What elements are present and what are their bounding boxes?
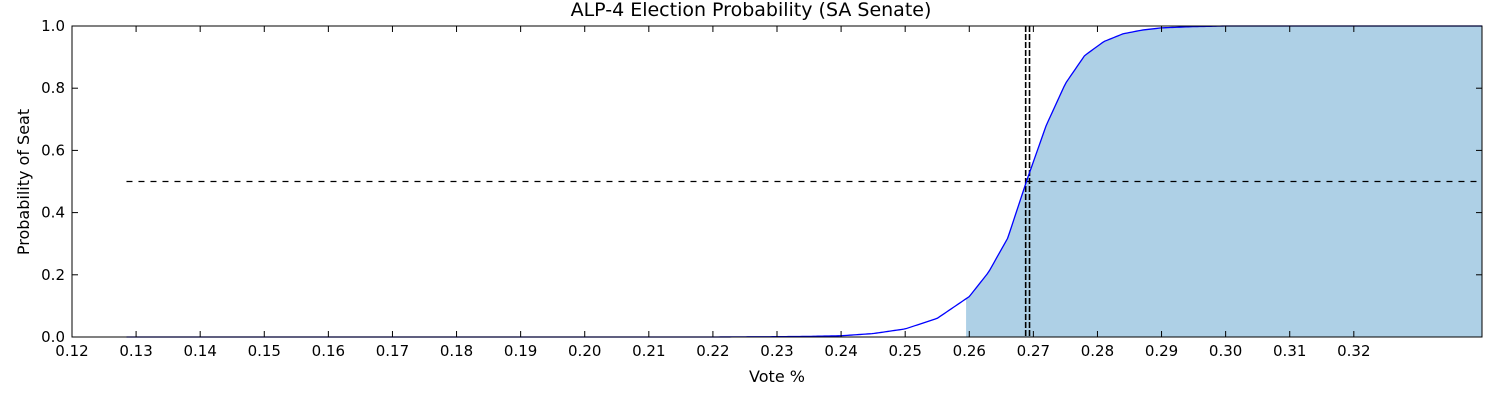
y-tick-label: 1.0 — [41, 17, 65, 35]
y-tick-label: 0.4 — [41, 204, 65, 222]
x-tick-label: 0.17 — [376, 342, 409, 360]
x-tick-label: 0.13 — [119, 342, 152, 360]
x-tick-label: 0.26 — [953, 342, 986, 360]
x-axis-label: Vote % — [749, 367, 805, 386]
x-tick-label: 0.25 — [888, 342, 921, 360]
y-tick-label: 0.6 — [41, 141, 65, 159]
x-tick-label: 0.16 — [312, 342, 345, 360]
y-tick-label: 0.2 — [41, 266, 65, 284]
chart-title: ALP-4 Election Probability (SA Senate) — [571, 0, 932, 21]
x-tick-label: 0.14 — [183, 342, 216, 360]
x-tick-label: 0.12 — [55, 342, 88, 360]
x-tick-label: 0.31 — [1273, 342, 1306, 360]
x-tick-label: 0.22 — [696, 342, 729, 360]
x-tick-label: 0.19 — [504, 342, 537, 360]
x-tick-label: 0.23 — [760, 342, 793, 360]
y-tick-label: 0.8 — [41, 79, 65, 97]
x-tick-label: 0.28 — [1081, 342, 1114, 360]
x-tick-label: 0.18 — [440, 342, 473, 360]
y-axis-label: Probability of Seat — [14, 109, 33, 255]
x-tick-label: 0.32 — [1337, 342, 1370, 360]
x-tick-label: 0.30 — [1209, 342, 1242, 360]
x-tick-label: 0.29 — [1145, 342, 1178, 360]
y-tick-label: 0.0 — [41, 328, 65, 346]
plot-area: 0.12 0.13 0.14 0.15 0.16 0.17 0.18 0.19 0.20 0.21… — [41, 17, 1483, 360]
x-tick-label: 0.24 — [824, 342, 857, 360]
x-tick-label: 0.27 — [1017, 342, 1050, 360]
x-tick-label: 0.20 — [568, 342, 601, 360]
x-tick-label: 0.21 — [632, 342, 665, 360]
x-tick-label: 0.15 — [248, 342, 281, 360]
